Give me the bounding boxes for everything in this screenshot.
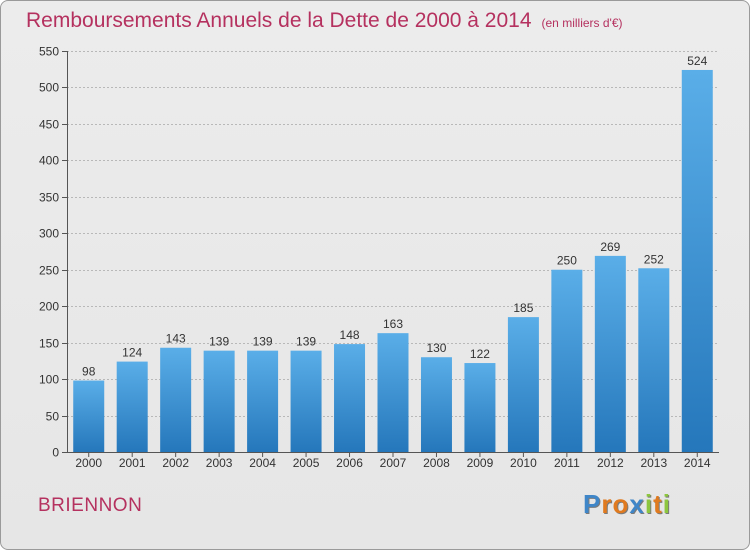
logo-letter: i (644, 489, 654, 519)
y-tick-label: 50 (46, 410, 60, 424)
data-label: 139 (296, 335, 316, 349)
data-label: 139 (253, 335, 273, 349)
data-label: 139 (209, 335, 229, 349)
x-tick-label: 2008 (423, 456, 450, 470)
data-label: 269 (600, 240, 620, 254)
y-tick-label: 550 (39, 45, 59, 59)
bar (377, 333, 409, 452)
data-label: 98 (82, 365, 96, 379)
y-tick-label: 200 (39, 300, 59, 314)
chart-title-text: Remboursements Annuels de la Dette de 20… (26, 9, 532, 32)
bar (116, 361, 148, 452)
x-tick-labels: 2000 2001 2002 2003 2004 2005 2006 2007 2008 2009… (75, 456, 711, 470)
data-label: 124 (122, 346, 142, 360)
x-tick-label: 2012 (597, 456, 624, 470)
x-tick-label: 2003 (206, 456, 233, 470)
bars (73, 69, 713, 452)
logo-letter: x (629, 489, 645, 519)
y-tick-label: 400 (39, 154, 59, 168)
logo-letter: o (612, 489, 630, 519)
data-labels: 98 124 143 139 139 139 148 163 130 122 185 250 269 25… (82, 54, 708, 379)
commune-name: BRIENNON (38, 495, 143, 516)
data-label: 148 (340, 328, 360, 342)
x-tick-label: 2005 (293, 456, 320, 470)
x-tick-label: 2013 (640, 456, 667, 470)
chart-subtitle: (en milliers d'€) (541, 16, 623, 30)
y-tick-label: 300 (39, 227, 59, 241)
y-tick-label: 500 (39, 81, 59, 95)
bar (464, 363, 496, 452)
bar (290, 350, 322, 452)
data-label: 252 (644, 252, 664, 266)
y-tick-label: 450 (39, 118, 59, 132)
logo-letter: t (653, 489, 663, 519)
chart-title: Remboursements Annuels de la Dette de 20… (26, 9, 623, 33)
data-label: 143 (166, 332, 186, 346)
y-tick-label: 250 (39, 264, 59, 278)
y-tick-label: 150 (39, 337, 59, 351)
x-tick-label: 2009 (467, 456, 494, 470)
bar (594, 255, 626, 452)
bar (507, 317, 539, 452)
x-tick-label: 2000 (75, 456, 102, 470)
x-tick-label: 2014 (684, 456, 711, 470)
bar (73, 380, 105, 452)
x-tick-label: 2010 (510, 456, 537, 470)
logo-letter: r (601, 489, 613, 519)
x-tick-label: 2002 (162, 456, 189, 470)
y-tick-labels: 0 50 100 150 200 250 300 350 400 450 500 550 (39, 45, 59, 460)
bar (420, 357, 452, 452)
bar (638, 268, 670, 452)
data-label: 122 (470, 347, 490, 361)
data-label: 524 (687, 54, 707, 68)
data-label: 250 (557, 254, 577, 268)
bar (681, 69, 713, 452)
logo-letter: P (583, 489, 602, 519)
x-tick-label: 2001 (119, 456, 146, 470)
bar (160, 347, 192, 452)
proxiti-logo: Proxiti (583, 489, 671, 520)
x-tick-label: 2007 (380, 456, 407, 470)
y-tick-label: 350 (39, 191, 59, 205)
axes (62, 51, 719, 457)
bar (551, 269, 583, 452)
logo-letter: i (662, 489, 671, 519)
x-tick-label: 2004 (249, 456, 276, 470)
data-label: 163 (383, 317, 403, 331)
x-tick-label: 2011 (554, 456, 580, 470)
data-label: 185 (513, 301, 533, 315)
bar (334, 344, 366, 452)
bar (203, 350, 235, 452)
y-tick-label: 0 (52, 446, 59, 460)
bar (247, 350, 279, 452)
x-tick-label: 2006 (336, 456, 363, 470)
data-label: 130 (426, 341, 446, 355)
y-tick-label: 100 (39, 373, 59, 387)
